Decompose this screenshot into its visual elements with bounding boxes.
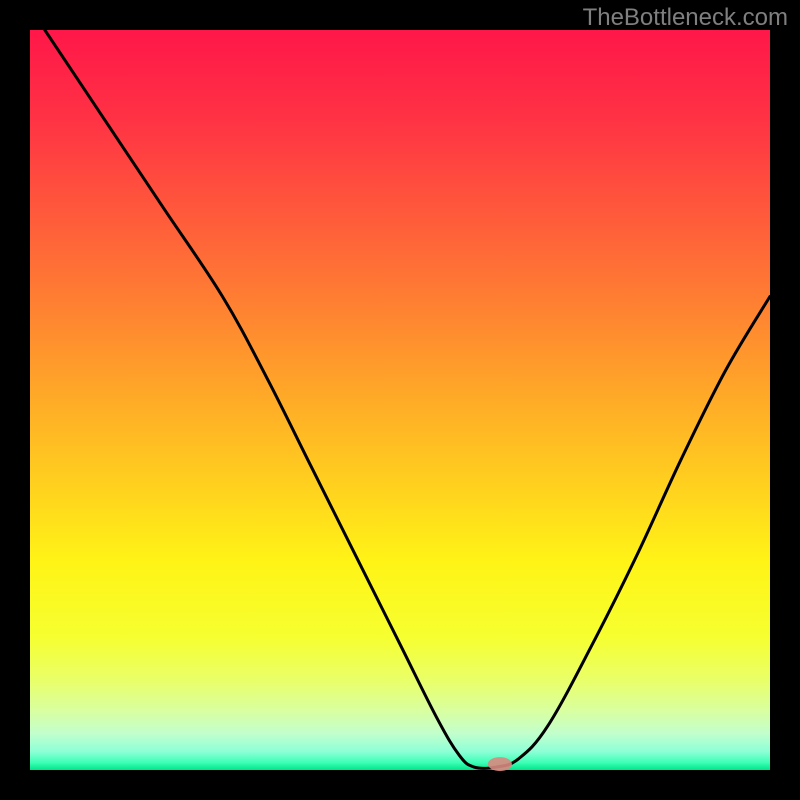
- optimal-marker: [488, 757, 512, 771]
- watermark-text: TheBottleneck.com: [583, 4, 788, 32]
- chart-container: TheBottleneck.com: [0, 0, 800, 800]
- bottleneck-chart: [0, 0, 800, 800]
- gradient-plot-area: [30, 30, 770, 770]
